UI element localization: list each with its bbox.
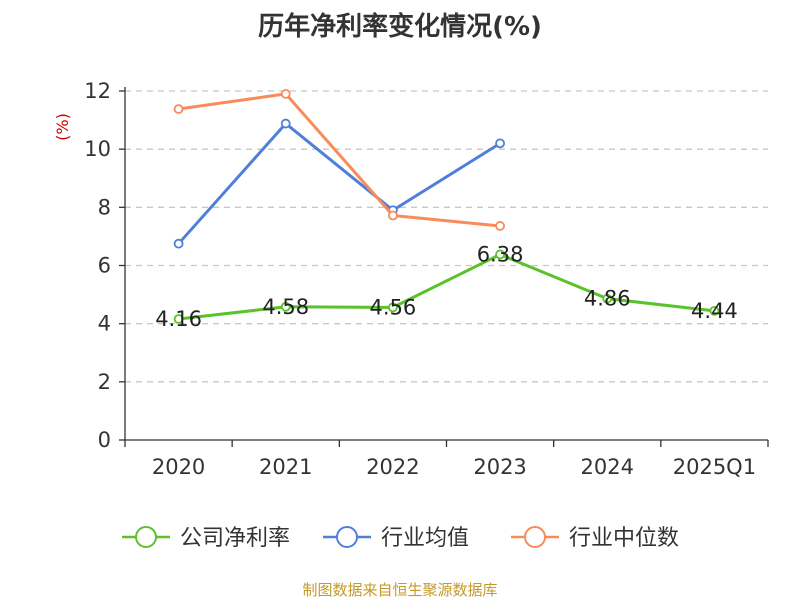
y-tick-label: 4 [98,312,111,336]
x-tick-label: 2024 [581,455,634,479]
y-tick-label: 0 [98,428,111,452]
x-tick-label: 2021 [259,455,312,479]
data-point [495,138,505,149]
data-point [280,118,291,129]
data-point [173,314,184,324]
data-point [388,210,398,221]
y-tick-label: 8 [98,195,111,219]
legend-swatch-marker [135,526,157,548]
data-labels: 4.16 4.58 4.56 6.38 4.86 4.44 [155,242,738,331]
data-point [280,89,291,99]
y-tick-label: 12 [84,79,111,103]
legend-label: 公司净利率 [180,526,290,551]
x-tick-labels: 2020 2021 2022 2023 2024 2025Q1 [152,455,756,479]
x-tick-label: 2025Q1 [673,455,756,479]
y-tick-label: 2 [98,370,111,394]
x-tick-label: 2023 [473,455,526,479]
data-label: 4.86 [584,287,631,311]
data-label: 4.44 [691,299,738,323]
y-tick-label: 10 [84,137,111,161]
y-tick-label: 6 [98,254,111,278]
series-line-2 [178,92,501,228]
data-point [388,302,398,313]
series-line-1 [177,122,501,245]
legend-swatch-marker [336,526,358,548]
data-point [495,249,505,260]
legend-label: 行业中位数 [569,526,679,551]
data-point [280,301,291,312]
data-point [173,104,184,114]
data-label: 4.56 [370,295,417,319]
data-label: 4.16 [155,307,202,331]
source-note: 制图数据来自恒生聚源数据库 [302,581,498,599]
grid-lines [125,90,768,383]
data-point [173,238,184,249]
data-point [709,305,720,316]
x-tick-label: 2020 [152,455,205,479]
data-point [602,293,613,304]
legend: 公司净利率 行业均值 行业中位数 [122,526,679,551]
legend-label: 行业均值 [381,526,469,551]
legend-swatch-marker [524,526,546,548]
chart-title: 历年净利率变化情况(%) [258,12,542,42]
y-axis-unit: (%) [53,113,72,141]
data-point [495,221,505,231]
y-tick-labels: 0 2 4 6 8 10 12 [84,79,111,452]
x-tick-label: 2022 [366,455,419,479]
series-line-0 [178,252,715,321]
axes [119,87,769,447]
data-label: 6.38 [477,242,524,266]
data-label: 4.58 [262,295,309,319]
series-lines [173,89,720,324]
